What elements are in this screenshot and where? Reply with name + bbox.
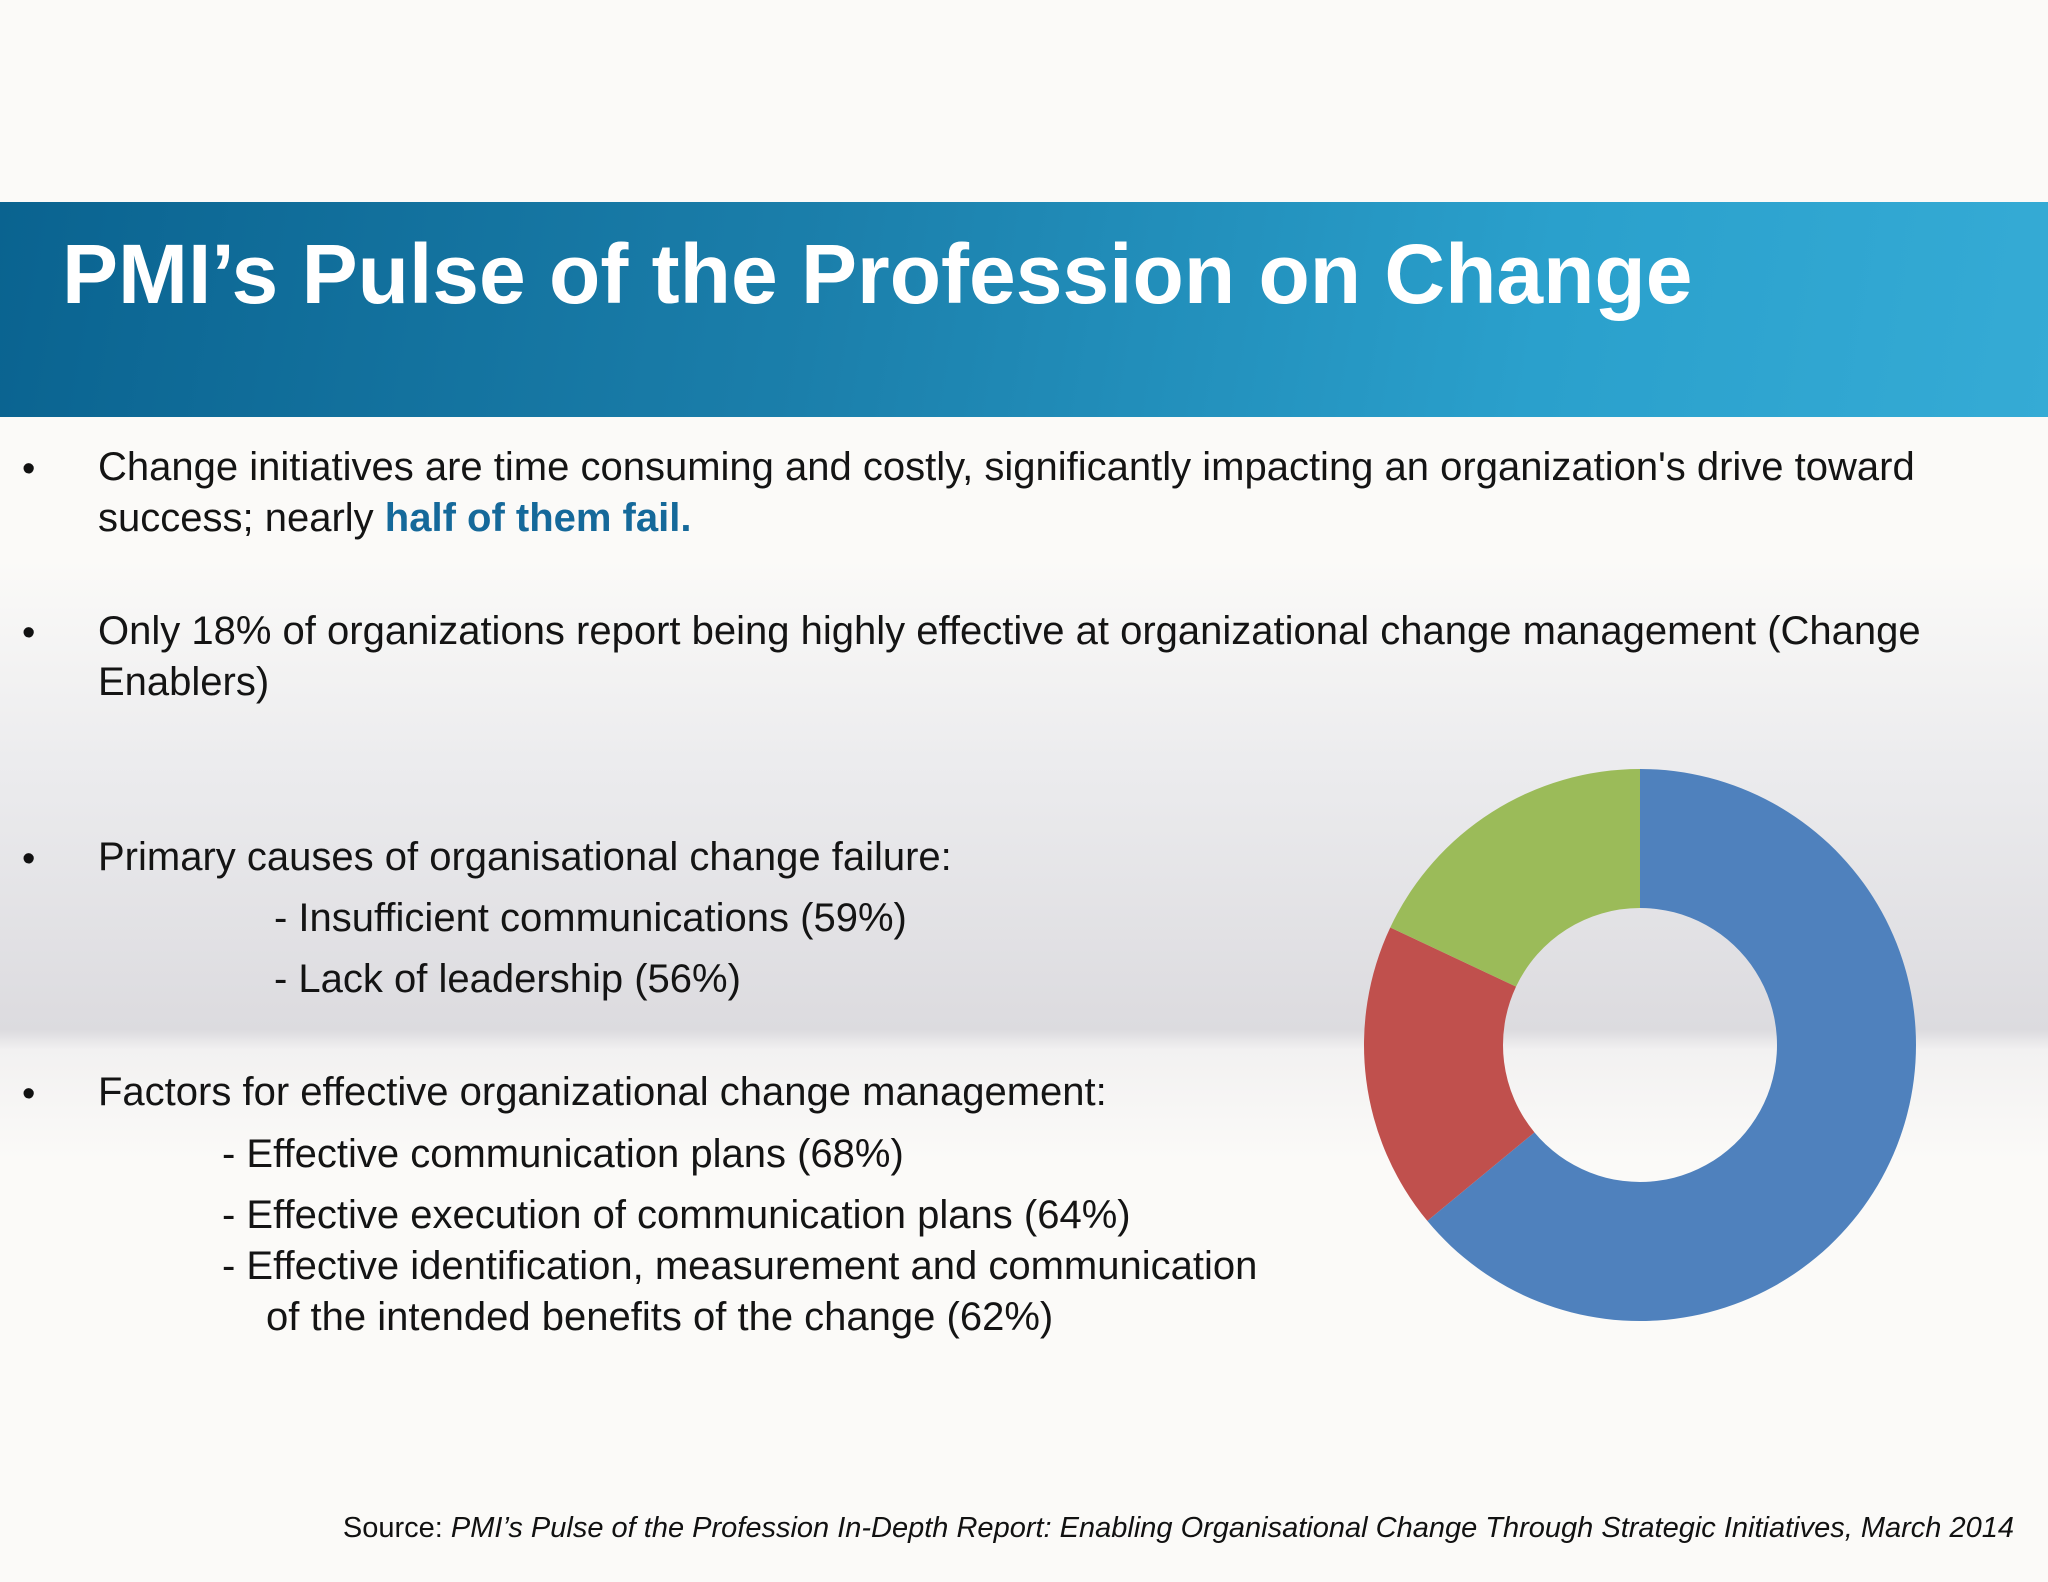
- bullet-4-text: Factors for effective organizational cha…: [98, 1070, 1107, 1114]
- slide-title: PMI’s Pulse of the Profession on Change: [62, 227, 1693, 321]
- donut-slice-2: [1364, 927, 1535, 1221]
- success-factor-item-continued: of the intended benefits of the change (…: [266, 1295, 1054, 1339]
- bullet-2-text: Only 18% of organizations report being h…: [98, 609, 1921, 704]
- donut-chart: [1364, 769, 1916, 1321]
- success-factor-item: - Effective communication plans (68%): [222, 1132, 904, 1176]
- bullet-marker: •: [22, 1073, 36, 1115]
- bullet-1-text: Change initiatives are time consuming an…: [98, 442, 1958, 544]
- donut-slice-3: [1390, 769, 1640, 987]
- failure-cause-item: - Lack of leadership (56%): [274, 957, 741, 1001]
- failure-cause-item: - Insufficient communications (59%): [274, 896, 907, 940]
- source-citation: Source: PMI’s Pulse of the Profession In…: [343, 1512, 2014, 1545]
- source-label: Source:: [342, 1512, 451, 1544]
- bullet-marker: •: [22, 838, 36, 880]
- bullet-1-body: Change initiatives are time consuming an…: [98, 445, 1915, 540]
- success-factor-item: - Effective execution of communication p…: [222, 1193, 1131, 1237]
- source-text: PMI’s Pulse of the Profession In-Depth R…: [450, 1512, 2014, 1544]
- donut-slice-1: [1427, 769, 1916, 1321]
- bullet-3-text: Primary causes of organisational change …: [98, 835, 952, 879]
- bullet-marker: •: [22, 448, 36, 490]
- title-band: [0, 202, 2048, 417]
- bullet-marker: •: [22, 612, 36, 654]
- success-factor-item: - Effective identification, measurement …: [222, 1244, 1258, 1288]
- bullet-1-highlight: half of them fail.: [384, 496, 692, 540]
